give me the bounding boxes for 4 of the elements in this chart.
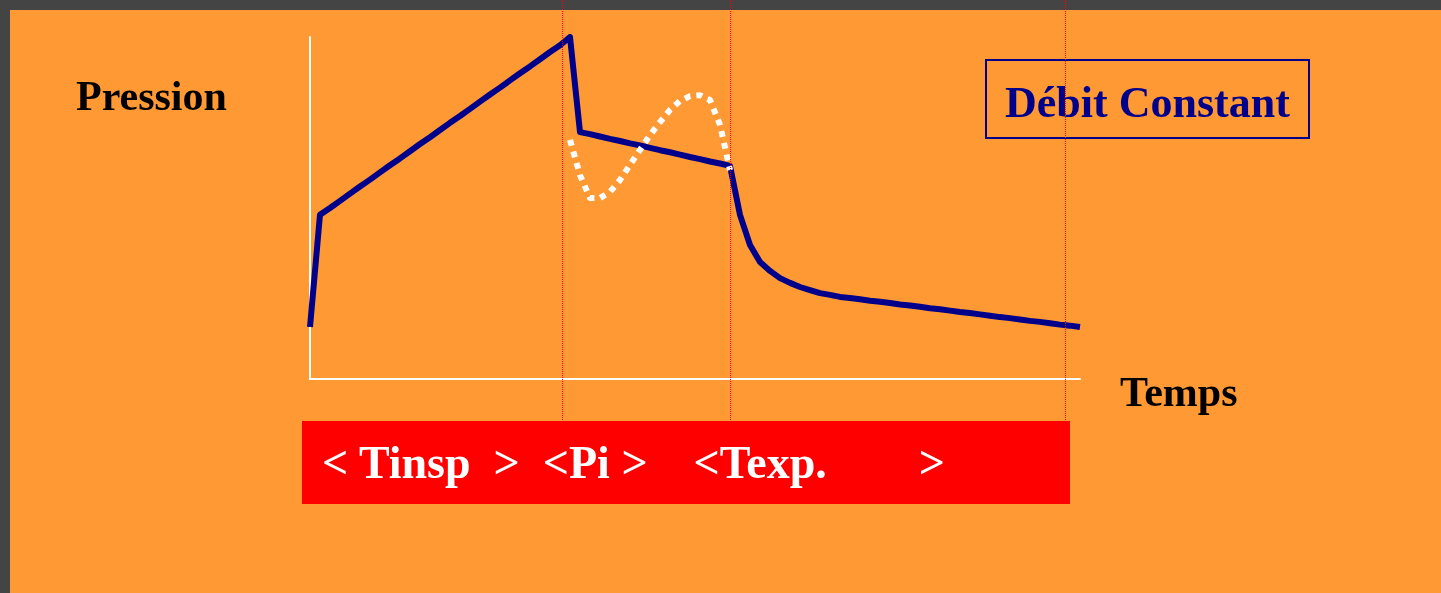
text: < Tinsp > <Pi > <Texp. > <box>302 421 1070 504</box>
y-axis-title: Pression <box>76 72 227 120</box>
text: Débit Constant <box>985 59 1310 139</box>
x-axis-title: Temps <box>1120 368 1238 416</box>
